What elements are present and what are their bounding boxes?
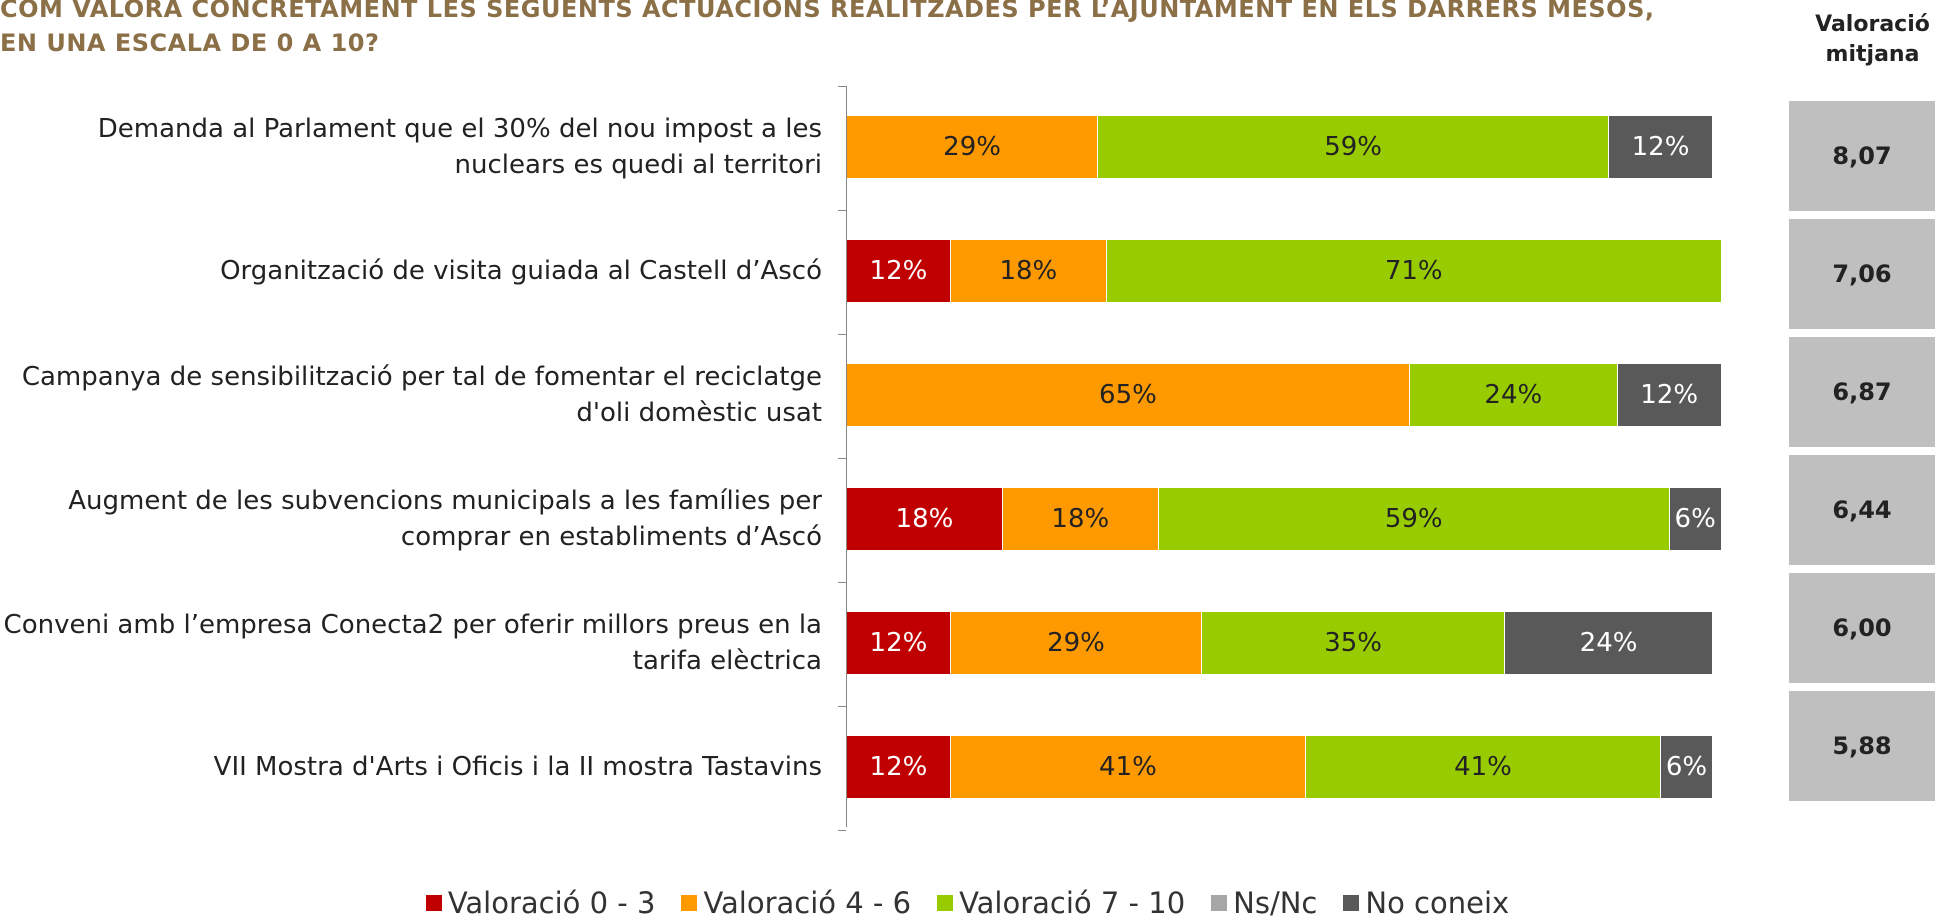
data-label: 41% [1454,752,1512,782]
category-label: VII Mostra d'Arts i Oficis i la II mostr… [213,752,822,782]
bar-segment: 59% [1158,488,1670,550]
data-label: 6% [1665,752,1708,782]
legend-swatch [425,895,442,911]
axis-tick [838,830,846,831]
legend-label: Valoració 7 - 10 [959,886,1186,920]
category-label: Organització de visita guiada al Castell… [220,256,822,286]
bar-segment: 12% [847,612,951,674]
legend-swatch [937,895,954,911]
category-label: Campanya de sensibilització per tal de f… [21,362,822,428]
legend-label: Valoració 4 - 6 [703,886,912,920]
axis-tick [838,210,846,211]
axis-tick [838,582,846,583]
legend-swatch [1211,895,1228,911]
bar-segment: 71% [1106,240,1722,302]
average-value: 7,06 [1789,219,1935,329]
bar-segment: 6% [1661,736,1713,798]
average-value: 6,00 [1789,573,1935,683]
legend: Valoració 0 - 3 Valoració 4 - 6 Valoració … [0,886,1935,920]
average-value: 8,07 [1789,101,1935,211]
legend-item: Valoració 7 - 10 [937,886,1185,920]
data-label: 12% [869,256,928,286]
legend-item: Valoració 4 - 6 [681,886,911,920]
data-label: 65% [1099,380,1157,410]
bar-segment: 12% [1617,364,1722,426]
data-label: 12% [1631,132,1690,162]
average-value: 5,88 [1789,691,1935,801]
data-label: 18% [999,256,1058,286]
category-label: Augment de les subvencions municipals a … [68,486,822,552]
bar-segment: 24% [1409,364,1618,426]
legend-label: No coneix [1365,886,1510,920]
bar-segment: 18% [950,240,1107,302]
category-label: Demanda al Parlament que el 30% del nou … [97,114,822,180]
axis-tick [838,706,846,707]
data-label: 24% [1484,380,1543,410]
legend-item: No coneix [1343,886,1509,920]
data-label: 12% [869,628,928,658]
data-label: 12% [1640,380,1699,410]
average-value: 6,87 [1789,337,1935,447]
average-label: 6,44 [1832,496,1892,524]
bar-segment: 12% [1609,116,1713,178]
average-label: 7,06 [1832,260,1892,288]
legend-swatch [681,895,698,911]
legend-label: Ns/Nc [1233,886,1318,920]
axis-tick [838,86,846,87]
data-label: 6% [1674,504,1716,534]
average-label: 6,87 [1832,378,1892,406]
legend-item: Ns/Nc [1211,886,1317,920]
data-label: 35% [1324,628,1382,658]
bar-segment: 12% [847,240,951,302]
data-label: 59% [1384,504,1443,534]
data-label: 41% [1099,752,1157,782]
data-label: 29% [943,132,1001,162]
bar-segment: 24% [1505,612,1713,674]
legend-item: Valoració 0 - 3 [425,886,656,920]
data-label: 59% [1324,132,1382,162]
bar-segment: 41% [1305,736,1662,798]
legend-label: Valoració 0 - 3 [447,886,656,920]
chart-title: COM VALORA CONCRETAMENT LES SEGÜENTS ACT… [0,0,1655,57]
data-label: 29% [1047,628,1105,658]
average-label: 8,07 [1832,142,1892,170]
average-title: Valoració mitjana [1815,12,1930,67]
bar-segment: 65% [847,364,1410,426]
data-label: 18% [895,504,954,534]
data-label: 18% [1051,504,1110,534]
category-label: Conveni amb l’empresa Conecta2 per oferi… [3,610,822,676]
average-label: 6,00 [1832,614,1892,642]
bar-segment: 29% [950,612,1203,674]
legend-swatch [1343,895,1360,911]
bar-segment: 18% [1002,488,1159,550]
data-label: 71% [1384,256,1443,286]
bar-segment: 59% [1098,116,1610,178]
data-label: 12% [869,752,928,782]
axis-line [846,86,847,827]
average-label: 5,88 [1832,732,1892,760]
bar-segment: 35% [1202,612,1506,674]
bar-segment: 6% [1669,488,1722,550]
bar-segment: 41% [950,736,1306,798]
bar-segment: 18% [847,488,1003,550]
bar-segment: 29% [847,116,1099,178]
data-label: 24% [1579,628,1638,658]
bar-segment: 12% [847,736,951,798]
average-value: 6,44 [1789,455,1935,565]
axis-tick [838,334,846,335]
axis-tick [838,458,846,459]
